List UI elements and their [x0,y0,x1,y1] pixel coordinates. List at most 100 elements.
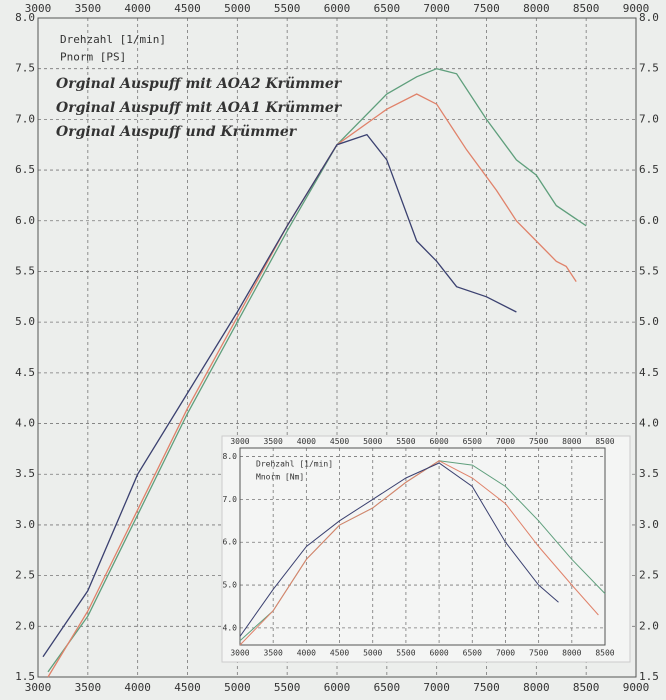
x-tick-label: 4000 [124,681,151,694]
plot-frame [239,447,606,646]
y-tick-label: 8.0 [223,452,238,461]
y-tick-label: 5.0 [223,581,238,590]
x-axis-label: Drehzahl [1/min] [60,33,166,46]
x-tick-label: 4500 [174,681,201,694]
x-tick-label: 7000 [423,2,450,15]
y-tick-label: 4.0 [15,417,35,430]
legend-entry: Orginal Auspuff mit AOA2 Krümmer [56,76,343,92]
y-tick-label: 4.0 [223,623,238,632]
y-tick-label: 8.0 [639,11,659,24]
x-tick-label: 3000 [230,649,249,658]
x-tick-label: 6000 [429,437,448,446]
x-tick-label: 5500 [396,649,415,658]
y-tick-label: 7.5 [15,62,35,75]
x-tick-label: 6500 [374,2,401,15]
x-tick-label: 3000 [230,437,249,446]
x-tick-label: 6000 [324,2,351,15]
series-line [42,133,517,658]
y-tick-label: 6.0 [639,214,659,227]
y-tick-label: 6.0 [15,214,35,227]
x-tick-label: 8000 [523,681,550,694]
y-tick-label: 5.5 [15,264,35,277]
legend-entry: Orginal Auspuff mit AOA1 Krümmer [56,100,343,116]
x-tick-label: 3000 [25,681,52,694]
main-chart: 3000 3000 3500 3500 4000 4000 4500 4500 5000 5000… [15,2,659,694]
inset-chart: 3000 3000 3500 3500 4000 4000 4500 4500 5000 5000… [221,435,631,663]
legend-entry: Orginal Auspuff und Krümmer [56,124,298,140]
x-tick-label: 3500 [75,681,102,694]
x-tick-label: 6000 [429,649,448,658]
x-tick-label: 8500 [595,437,614,446]
y-tick-label: 4.5 [15,366,35,379]
y-tick-label: 1.5 [15,670,35,683]
y-tick-label: 7.0 [15,112,35,125]
x-tick-label: 6500 [463,437,482,446]
x-tick-label: 7000 [496,437,515,446]
x-tick-label: 6500 [374,681,401,694]
x-tick-label: 7500 [529,437,548,446]
x-tick-label: 5500 [274,2,301,15]
y-tick-label: 7.0 [223,495,238,504]
y-tick-label: 6.5 [639,163,659,176]
x-tick-label: 4000 [297,437,316,446]
series-line [47,93,577,678]
y-axis-label: Pnorm [PS] [60,51,126,64]
y-tick-label: 2.0 [639,619,659,632]
x-tick-label: 8500 [573,681,600,694]
y-tick-label: 3.0 [15,518,35,531]
x-tick-label: 5000 [363,649,382,658]
x-tick-label: 5000 [224,2,251,15]
y-tick-label: 4.0 [639,417,659,430]
x-tick-label: 7000 [423,681,450,694]
x-tick-label: 4000 [297,649,316,658]
x-tick-label: 3500 [264,649,283,658]
x-tick-label: 5500 [396,437,415,446]
x-tick-label: 9000 [623,2,650,15]
y-tick-label: 6.0 [223,538,238,547]
y-tick-label: 4.5 [639,366,659,379]
x-tick-label: 4500 [330,437,349,446]
x-tick-label: 7500 [473,681,500,694]
x-tick-label: 8000 [562,649,581,658]
y-tick-label: 7.5 [639,62,659,75]
x-tick-label: 8500 [573,2,600,15]
x-tick-label: 3000 [25,2,52,15]
x-tick-label: 5000 [363,437,382,446]
inset-background [221,435,631,663]
x-tick-label: 4000 [124,2,151,15]
y-axis-label: Mnorm [Nm] [256,472,304,481]
x-tick-label: 6500 [463,649,482,658]
y-tick-label: 5.0 [15,315,35,328]
y-tick-label: 2.5 [639,569,659,582]
y-tick-label: 8.0 [15,11,35,24]
y-tick-label: 6.5 [15,163,35,176]
x-tick-label: 8000 [562,437,581,446]
y-tick-label: 5.5 [639,264,659,277]
x-tick-label: 4500 [174,2,201,15]
x-tick-label: 7500 [529,649,548,658]
x-tick-label: 3500 [75,2,102,15]
x-tick-label: 5500 [274,681,301,694]
y-tick-label: 2.5 [15,569,35,582]
plot-frame [37,17,637,678]
y-tick-label: 7.0 [639,112,659,125]
y-tick-label: 1.5 [639,670,659,683]
x-tick-label: 3500 [264,437,283,446]
x-tick-label: 6000 [324,681,351,694]
y-tick-label: 5.0 [639,315,659,328]
y-tick-label: 3.0 [639,518,659,531]
x-tick-label: 7000 [496,649,515,658]
series-line [47,68,587,673]
y-tick-label: 3.5 [639,467,659,480]
y-tick-label: 2.0 [15,619,35,632]
y-tick-label: 3.5 [15,467,35,480]
x-tick-label: 9000 [623,681,650,694]
x-tick-label: 4500 [330,649,349,658]
series-line [239,462,559,637]
x-axis-label: Drehzahl [1/min] [256,460,333,469]
series-line [239,460,599,646]
x-tick-label: 7500 [473,2,500,15]
x-tick-label: 8000 [523,2,550,15]
x-tick-label: 5000 [224,681,251,694]
